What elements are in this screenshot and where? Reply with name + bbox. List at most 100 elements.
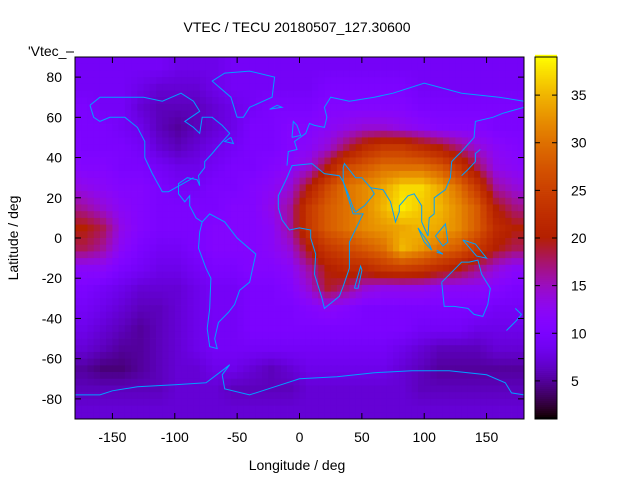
heatmap-cell	[386, 70, 394, 78]
heatmap-cell	[87, 211, 95, 219]
heatmap-cell	[349, 351, 357, 360]
heatmap-cell	[411, 372, 419, 380]
heatmap-cell	[330, 345, 338, 353]
heatmap-cell	[118, 238, 126, 246]
heatmap-cell	[499, 238, 506, 246]
heatmap-cell	[268, 83, 275, 91]
heatmap-cell	[411, 57, 419, 65]
heatmap-cell	[517, 90, 525, 98]
heatmap-cell	[81, 204, 88, 212]
heatmap-cell	[168, 311, 176, 319]
heatmap-cell	[137, 184, 144, 192]
heatmap-cell	[262, 110, 269, 118]
colorbar-swatch	[535, 68, 557, 72]
heatmap-cell	[99, 345, 107, 353]
heatmap-cell	[511, 77, 519, 85]
heatmap-cell	[349, 110, 357, 118]
heatmap-cell	[374, 365, 381, 373]
heatmap-cell	[249, 197, 257, 205]
heatmap-cell	[449, 385, 456, 393]
heatmap-cell	[442, 63, 450, 71]
heatmap-cell	[399, 217, 406, 225]
heatmap-cell	[436, 318, 444, 326]
heatmap-cell	[355, 130, 363, 138]
heatmap-cell	[106, 63, 113, 71]
heatmap-cell	[505, 378, 512, 386]
heatmap-cell	[193, 238, 201, 246]
heatmap-cell	[99, 311, 107, 319]
heatmap-cell	[75, 103, 82, 112]
colorbar-swatch	[535, 346, 557, 349]
heatmap-cell	[299, 184, 307, 192]
heatmap-cell	[355, 365, 363, 373]
heatmap-cell	[492, 305, 500, 313]
heatmap-cell	[162, 137, 169, 145]
heatmap-cell	[380, 345, 388, 353]
heatmap-cell	[81, 117, 88, 125]
heatmap-cell	[330, 117, 338, 125]
heatmap-cell	[174, 298, 182, 306]
heatmap-cell	[124, 398, 132, 406]
heatmap-cell	[106, 170, 113, 179]
heatmap-cell	[162, 110, 169, 118]
heatmap-cell	[442, 351, 450, 360]
heatmap-cell	[455, 378, 463, 386]
heatmap-cell	[124, 170, 132, 179]
heatmap-cell	[149, 63, 157, 71]
heatmap-cell	[436, 117, 444, 125]
heatmap-cell	[393, 77, 400, 85]
heatmap-cell	[162, 117, 169, 125]
heatmap-cell	[287, 338, 294, 346]
heatmap-cell	[93, 298, 101, 306]
heatmap-cell	[492, 191, 500, 199]
colorbar-swatch	[535, 239, 557, 243]
heatmap-cell	[237, 405, 244, 413]
heatmap-cell	[480, 305, 487, 313]
heatmap-cell	[143, 258, 151, 266]
heatmap-cell	[336, 318, 344, 326]
heatmap-cell	[405, 244, 413, 252]
heatmap-cell	[299, 405, 307, 413]
heatmap-cell	[424, 298, 431, 306]
heatmap-cell	[368, 137, 375, 145]
heatmap-cell	[499, 345, 506, 353]
heatmap-cell	[230, 258, 238, 266]
heatmap-cell	[374, 325, 381, 333]
heatmap-cell	[93, 144, 101, 152]
heatmap-cell	[274, 244, 282, 252]
heatmap-cell	[205, 217, 213, 225]
heatmap-cell	[461, 238, 469, 246]
heatmap-cell	[417, 278, 425, 286]
colorbar-swatch	[535, 127, 557, 130]
heatmap-cell	[187, 238, 194, 246]
heatmap-cell	[461, 77, 469, 85]
heatmap-cell	[137, 305, 144, 313]
heatmap-cell	[212, 325, 219, 333]
heatmap-cell	[106, 365, 113, 373]
heatmap-cell	[343, 217, 350, 225]
heatmap-cell	[405, 211, 413, 219]
heatmap-cell	[99, 264, 107, 272]
heatmap-cell	[318, 97, 325, 105]
heatmap-cell	[268, 157, 275, 165]
heatmap-cell	[237, 57, 244, 65]
heatmap-cell	[218, 217, 226, 225]
heatmap-cell	[81, 211, 88, 219]
heatmap-cell	[199, 412, 207, 420]
heatmap-cell	[205, 224, 213, 232]
heatmap-cell	[143, 150, 151, 158]
heatmap-cell	[156, 231, 163, 239]
heatmap-cell	[492, 97, 500, 105]
heatmap-cell	[430, 110, 438, 118]
heatmap-cell	[168, 372, 176, 380]
heatmap-cell	[187, 103, 194, 112]
heatmap-cell	[193, 197, 201, 205]
heatmap-cell	[411, 385, 419, 393]
heatmap-cell	[393, 217, 400, 225]
heatmap-cell	[156, 137, 163, 145]
heatmap-cell	[380, 358, 388, 366]
heatmap-cell	[330, 318, 338, 326]
heatmap-cell	[324, 110, 332, 118]
heatmap-cell	[499, 325, 506, 333]
